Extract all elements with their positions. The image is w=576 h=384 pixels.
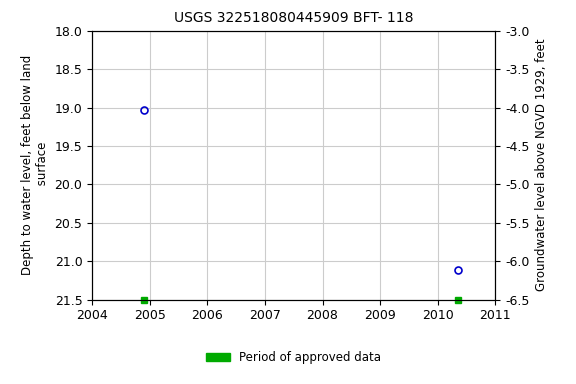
Title: USGS 322518080445909 BFT- 118: USGS 322518080445909 BFT- 118 — [174, 12, 414, 25]
Y-axis label: Groundwater level above NGVD 1929, feet: Groundwater level above NGVD 1929, feet — [535, 39, 548, 291]
Y-axis label: Depth to water level, feet below land
 surface: Depth to water level, feet below land su… — [21, 55, 49, 275]
Legend: Period of approved data: Period of approved data — [202, 346, 386, 369]
